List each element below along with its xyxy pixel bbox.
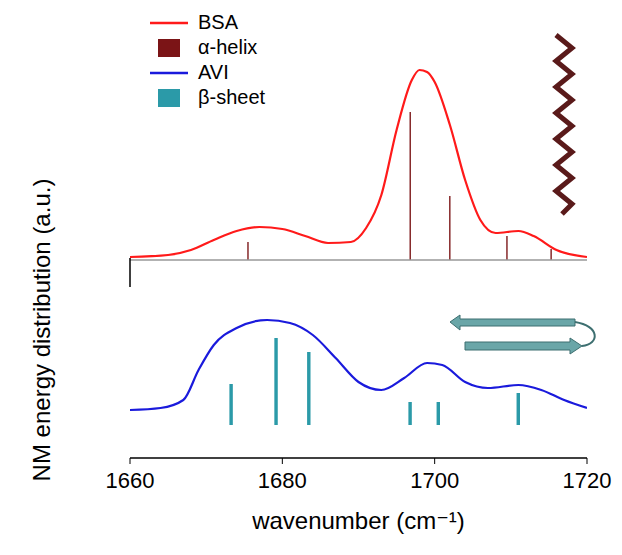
svg-text:NM energy distribution (a.u.): NM energy distribution (a.u.) (28, 179, 55, 482)
svg-text:1680: 1680 (258, 468, 307, 493)
html-text:AVI: AVI (198, 61, 229, 83)
svg-text:wavenumber (cm⁻¹): wavenumber (cm⁻¹) (251, 507, 465, 534)
html-text:β-sheet: β-sheet (198, 86, 266, 108)
html-text:BSA: BSA (198, 11, 238, 33)
svg-text:1700: 1700 (410, 468, 459, 493)
html-text:α-helix: α-helix (198, 36, 258, 58)
svg-text:1660: 1660 (106, 468, 155, 493)
svg-text:1720: 1720 (563, 468, 612, 493)
